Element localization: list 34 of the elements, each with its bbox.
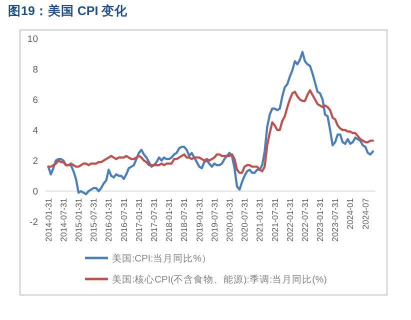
x-tick-label: 2015-01-31 bbox=[74, 198, 84, 242]
x-tick-label: 2016-01-31 bbox=[104, 198, 114, 242]
x-tick-label: 2020-01-31 bbox=[224, 198, 234, 242]
x-tick-label: 2014-01-31 bbox=[43, 198, 54, 242]
y-tick-label: 0 bbox=[32, 186, 38, 198]
y-tick-label: 4 bbox=[32, 126, 38, 136]
y-tick-label: 6 bbox=[32, 94, 38, 106]
y-tick-label: 8 bbox=[32, 64, 38, 76]
x-tick-label: 2018-01-31 bbox=[164, 198, 174, 242]
x-tick-label: 2022-07-31 bbox=[300, 198, 310, 242]
line-series bbox=[47, 50, 374, 196]
y-tick-label: -2 bbox=[30, 217, 38, 228]
x-tick-label: 2018-07-31 bbox=[179, 198, 190, 242]
x-tick-label: 2021-07-31 bbox=[270, 198, 280, 242]
line-series bbox=[47, 89, 374, 174]
chart-title: 图19：美国 CPI 变化 bbox=[8, 3, 129, 18]
x-tick-label: 2020-07-31 bbox=[240, 198, 250, 242]
x-tick-label: 2015-07-31 bbox=[88, 198, 99, 242]
x-tick-label: 2017-07-31 bbox=[148, 198, 159, 242]
x-tick-label: 2019-07-31 bbox=[209, 198, 220, 242]
x-tick-label: 2014-07-31 bbox=[58, 198, 68, 242]
x-tick-label: 2024-07 bbox=[360, 198, 370, 230]
x-tick-label: 2019-01-31 bbox=[194, 198, 204, 242]
y-tick-label: 10 bbox=[27, 34, 38, 45]
legend-label: 美国:CPI:当月同比%） bbox=[112, 252, 212, 264]
x-tick-label: 2024-01 bbox=[345, 198, 356, 230]
legend-label: 美国:核心CPI(不含食物、能源):季调:当月同比(%) bbox=[112, 274, 327, 286]
x-tick-label: 2016-07-31 bbox=[118, 198, 129, 242]
x-tick-label: 2017-01-31 bbox=[134, 198, 144, 242]
x-tick-label: 2023-07-31 bbox=[330, 198, 340, 242]
x-tick-label: 2022-01-31 bbox=[284, 198, 295, 242]
x-tick-label: 2021-01-31 bbox=[254, 198, 265, 242]
x-tick-label: 2023-01-31 bbox=[315, 198, 326, 242]
y-tick-label: 2 bbox=[32, 156, 38, 168]
